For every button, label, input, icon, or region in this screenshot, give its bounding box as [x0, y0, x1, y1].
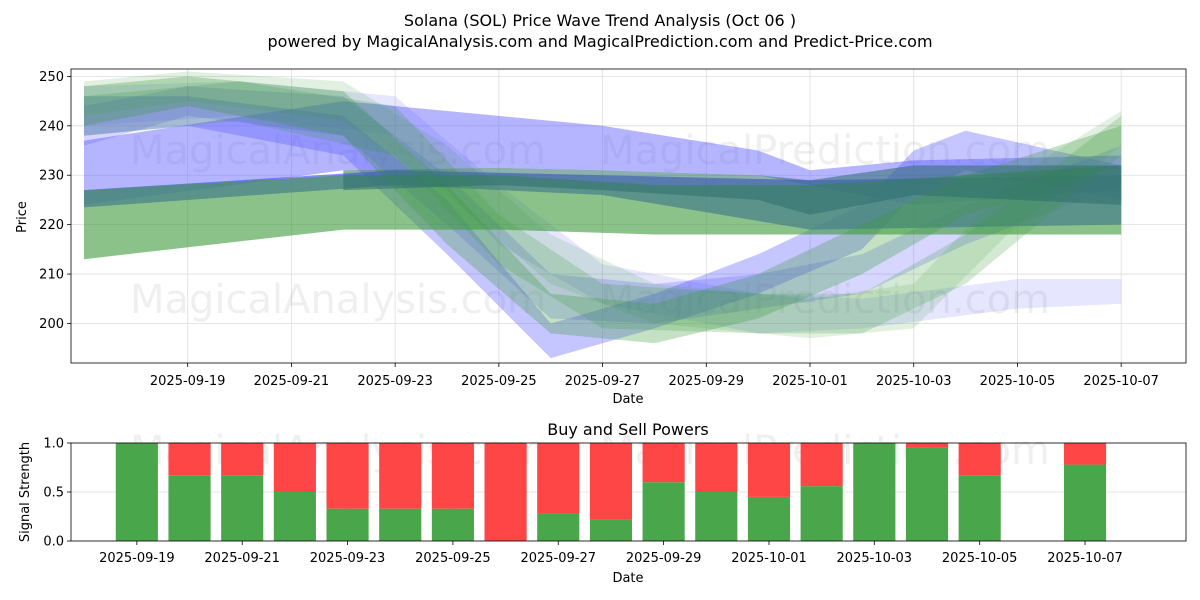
power-x-ticks: 2025-09-19 2025-09-21 2025-09-23 2025-09-25… — [99, 541, 1123, 566]
sell-bar — [958, 443, 1001, 476]
price-x-tick-label: 2025-10-01 — [772, 374, 848, 389]
power-x-tick-label: 2025-10-01 — [731, 551, 807, 566]
power-y-label: Signal Strength — [18, 442, 33, 542]
power-x-tick-label: 2025-09-27 — [520, 551, 596, 566]
band-blue-wave-2 — [84, 86, 1122, 324]
price-y-label: Price — [15, 201, 30, 233]
power-x-tick-label: 2025-09-21 — [204, 551, 280, 566]
power-x-tick-label: 2025-10-07 — [1047, 551, 1123, 566]
power-y-ticks: 0.0 0.5 1.0 — [43, 437, 71, 550]
price-y-ticks: 200 210 220 230 240 250 — [39, 70, 71, 332]
buy-bar — [905, 447, 949, 541]
price-x-tick-label: 2025-09-21 — [254, 374, 330, 389]
price-y-tick-label: 210 — [39, 268, 64, 283]
price-panel-border — [70, 68, 1187, 364]
buy-bar — [1063, 464, 1107, 541]
buy-bar — [115, 443, 158, 541]
chart-title: Solana (SOL) Price Wave Trend Analysis (… — [404, 11, 796, 30]
buy-bar — [431, 508, 474, 541]
buy-bar — [168, 475, 211, 541]
price-y-tick-label: 220 — [39, 218, 64, 233]
power-y-tick-label: 0.0 — [43, 535, 64, 550]
price-x-label: Date — [612, 392, 643, 407]
sell-bar — [589, 443, 633, 520]
power-x-tick-label: 2025-09-19 — [99, 551, 175, 566]
power-x-tick-label: 2025-10-05 — [942, 551, 1018, 566]
price-bands — [84, 71, 1122, 359]
price-y-tick-label: 200 — [39, 317, 64, 332]
price-x-tick-label: 2025-10-05 — [980, 374, 1056, 389]
buy-bar — [853, 443, 896, 541]
buy-bar — [642, 482, 685, 541]
price-x-ticks: 2025-09-19 2025-09-21 2025-09-23 2025-09-25… — [150, 363, 1159, 389]
price-x-tick-label: 2025-10-07 — [1083, 374, 1159, 389]
sell-bar — [905, 443, 949, 448]
sell-bar — [379, 443, 422, 509]
sell-bar — [537, 443, 580, 514]
price-x-tick-label: 2025-09-23 — [357, 374, 433, 389]
price-panel: MagicalAnalysis.com MagicalPrediction.co… — [15, 68, 1187, 407]
chart-subtitle: powered by MagicalAnalysis.com and Magic… — [267, 32, 932, 51]
buy-bar — [800, 486, 843, 541]
sell-bar — [484, 443, 527, 541]
sell-bar — [695, 443, 738, 492]
band-blue-faint — [84, 81, 1122, 334]
sell-bar — [642, 443, 685, 483]
price-y-tick-label: 250 — [39, 70, 64, 85]
sell-bar — [221, 443, 264, 476]
buy-bar — [537, 513, 580, 541]
power-x-tick-label: 2025-09-23 — [310, 551, 386, 566]
price-x-tick-label: 2025-09-27 — [565, 374, 641, 389]
price-watermarks: MagicalAnalysis.com MagicalPrediction.co… — [130, 128, 1050, 323]
buy-bar — [695, 492, 738, 541]
power-x-tick-label: 2025-09-29 — [626, 551, 702, 566]
band-green-wave-3 — [84, 71, 1122, 339]
power-panel: Buy and Sell Powers MagicalAnalysis.com … — [18, 420, 1187, 586]
band-green-wave-2 — [84, 81, 1122, 334]
price-x-tick-label: 2025-09-19 — [150, 374, 226, 389]
sell-bar — [747, 443, 791, 497]
buy-bar — [589, 519, 633, 541]
power-y-tick-label: 0.5 — [43, 486, 64, 501]
power-bars — [115, 443, 1107, 541]
band-blue-wave-1 — [84, 96, 1122, 359]
buy-bar — [273, 492, 316, 541]
sell-bar — [800, 443, 843, 487]
price-y-tick-label: 230 — [39, 169, 64, 184]
sell-bar — [1063, 443, 1107, 465]
band-teal-overlap — [343, 165, 1122, 215]
power-x-tick-label: 2025-10-03 — [837, 551, 913, 566]
power-y-tick-label: 1.0 — [43, 437, 64, 452]
price-x-tick-label: 2025-10-03 — [876, 374, 952, 389]
watermark-analysis-mid: MagicalAnalysis.com — [130, 277, 546, 323]
band-green-wave-1 — [84, 76, 1122, 344]
power-x-tick-label: 2025-09-25 — [415, 551, 491, 566]
sell-bar — [431, 443, 474, 509]
power-title: Buy and Sell Powers — [547, 420, 709, 439]
buy-bar — [326, 508, 369, 541]
price-x-tick-label: 2025-09-25 — [461, 374, 537, 389]
watermark-prediction-mid: MagicalPrediction.com — [600, 277, 1050, 323]
sell-bar — [273, 443, 316, 492]
sell-bar — [326, 443, 369, 509]
buy-bar — [958, 475, 1001, 541]
price-x-tick-label: 2025-09-29 — [669, 374, 745, 389]
watermark-analysis-top: MagicalAnalysis.com — [130, 128, 546, 174]
buy-bar — [221, 475, 264, 541]
sell-bar — [168, 443, 211, 476]
price-y-tick-label: 240 — [39, 119, 64, 134]
buy-bar — [379, 508, 422, 541]
power-x-label: Date — [612, 571, 643, 586]
buy-bar — [747, 496, 791, 541]
